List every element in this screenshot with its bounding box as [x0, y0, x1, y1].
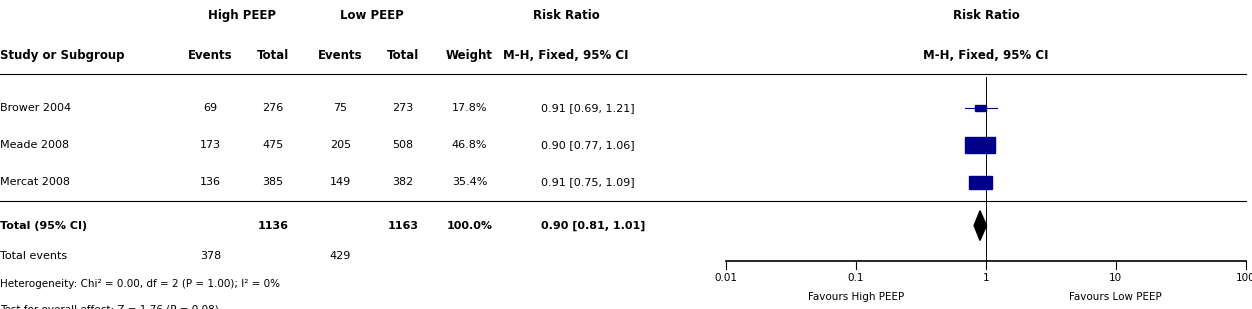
- Text: 429: 429: [329, 252, 352, 261]
- Text: 69: 69: [203, 103, 218, 113]
- Text: High PEEP: High PEEP: [208, 9, 275, 22]
- Text: Heterogeneity: Chi² = 0.00, df = 2 (P = 1.00); I² = 0%: Heterogeneity: Chi² = 0.00, df = 2 (P = …: [0, 279, 280, 289]
- Text: M-H, Fixed, 95% CI: M-H, Fixed, 95% CI: [923, 49, 1049, 62]
- Text: 276: 276: [263, 103, 283, 113]
- Text: 136: 136: [200, 177, 220, 187]
- Text: 100.0%: 100.0%: [447, 221, 492, 231]
- Text: 1136: 1136: [258, 221, 288, 231]
- Text: Low PEEP: Low PEEP: [341, 9, 403, 22]
- Text: 17.8%: 17.8%: [452, 103, 487, 113]
- Text: 1163: 1163: [388, 221, 418, 231]
- Text: Study or Subgroup: Study or Subgroup: [0, 49, 124, 62]
- Text: 273: 273: [393, 103, 413, 113]
- Text: 0.91 [0.75, 1.09]: 0.91 [0.75, 1.09]: [541, 177, 635, 187]
- Text: Total: Total: [257, 49, 289, 62]
- Text: 100: 100: [1236, 273, 1252, 283]
- Text: 0.90 [0.77, 1.06]: 0.90 [0.77, 1.06]: [541, 140, 635, 150]
- Text: 378: 378: [200, 252, 220, 261]
- Text: Favours Low PEEP: Favours Low PEEP: [1069, 292, 1162, 302]
- Text: Risk Ratio: Risk Ratio: [953, 9, 1019, 22]
- Text: 0.90 [0.81, 1.01]: 0.90 [0.81, 1.01]: [541, 220, 645, 231]
- Bar: [975, 105, 987, 111]
- Text: Total (95% CI): Total (95% CI): [0, 221, 88, 231]
- Text: 385: 385: [263, 177, 283, 187]
- Bar: [965, 137, 995, 154]
- Polygon shape: [974, 211, 987, 240]
- Text: 1: 1: [983, 273, 989, 283]
- Text: Favours High PEEP: Favours High PEEP: [808, 292, 904, 302]
- Text: Total: Total: [387, 49, 419, 62]
- Text: 149: 149: [331, 177, 351, 187]
- Text: M-H, Fixed, 95% CI: M-H, Fixed, 95% CI: [503, 49, 629, 62]
- Text: 0.01: 0.01: [715, 273, 737, 283]
- Text: 10: 10: [1109, 273, 1122, 283]
- Text: Mercat 2008: Mercat 2008: [0, 177, 70, 187]
- Text: Weight: Weight: [446, 49, 493, 62]
- Text: 35.4%: 35.4%: [452, 177, 487, 187]
- Text: Test for overall effect: Z = 1.76 (P = 0.08): Test for overall effect: Z = 1.76 (P = 0…: [0, 304, 219, 309]
- Text: 0.1: 0.1: [848, 273, 864, 283]
- Text: Brower 2004: Brower 2004: [0, 103, 71, 113]
- Text: Events: Events: [188, 49, 233, 62]
- Text: 75: 75: [333, 103, 348, 113]
- Text: Meade 2008: Meade 2008: [0, 140, 69, 150]
- Text: 382: 382: [393, 177, 413, 187]
- Text: 205: 205: [331, 140, 351, 150]
- Text: 475: 475: [263, 140, 283, 150]
- Text: 173: 173: [200, 140, 220, 150]
- Text: Total events: Total events: [0, 252, 68, 261]
- Text: 46.8%: 46.8%: [452, 140, 487, 150]
- Text: Risk Ratio: Risk Ratio: [532, 9, 600, 22]
- Text: 508: 508: [393, 140, 413, 150]
- Bar: [969, 176, 992, 188]
- Text: 0.91 [0.69, 1.21]: 0.91 [0.69, 1.21]: [541, 103, 635, 113]
- Text: Events: Events: [318, 49, 363, 62]
